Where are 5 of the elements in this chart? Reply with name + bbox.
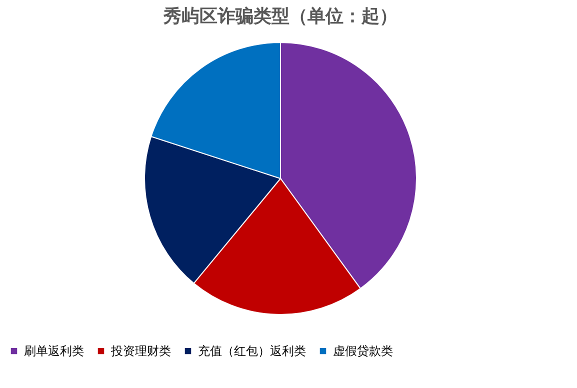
legend-label: 充值（红包）返利类 — [198, 344, 306, 358]
legend-label: 刷单返利类 — [24, 344, 84, 358]
legend-label: 投资理财类 — [110, 344, 171, 358]
chart-title: 秀屿区诈骗类型（单位：起） — [162, 6, 398, 27]
legend-label: 虚假贷款类 — [333, 344, 393, 358]
